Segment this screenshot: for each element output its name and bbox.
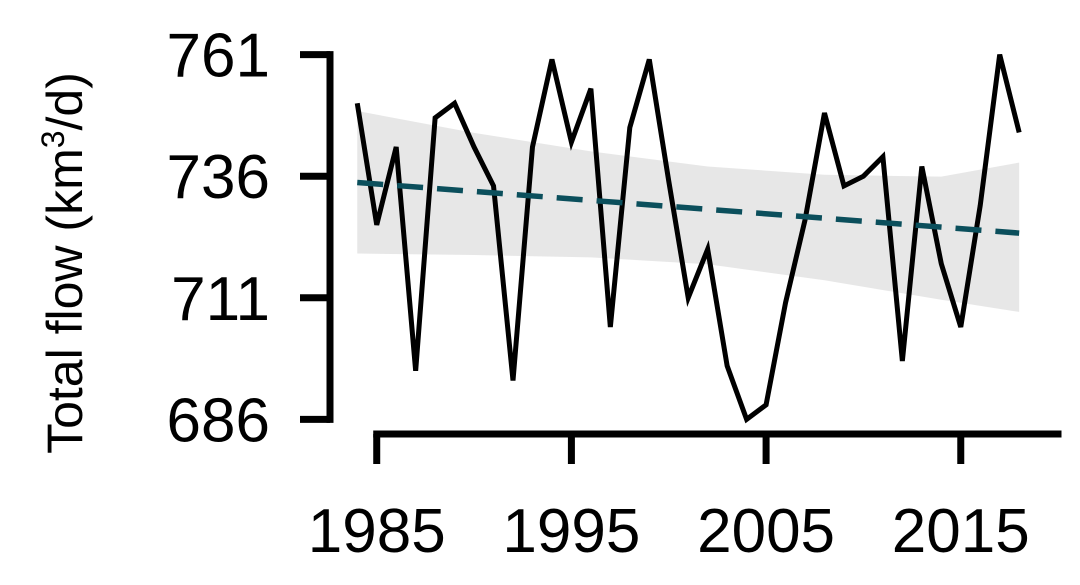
y-tick-label: 686 xyxy=(167,386,270,455)
labels-layer: 686 711 736 761 1985 1995 2005 2015 xyxy=(167,22,1030,566)
trend-line xyxy=(357,179,1020,236)
y-axis-title-superscript: 3 xyxy=(35,130,71,148)
axes-layer xyxy=(300,51,1062,464)
y-tick-label: 761 xyxy=(167,22,270,91)
confidence-band-layer xyxy=(357,111,1020,312)
x-tick-label: 1985 xyxy=(308,497,446,566)
series-layer xyxy=(354,53,1022,424)
y-axis-title: Total flow (km3/d) xyxy=(35,72,93,454)
y-tick-label: 711 xyxy=(171,265,270,334)
x-tick-label: 2005 xyxy=(697,497,835,566)
observed-series-line xyxy=(354,53,1022,424)
y-tick-label: 736 xyxy=(167,143,270,212)
confidence-band xyxy=(357,111,1020,312)
x-tick-label: 1995 xyxy=(502,497,640,566)
x-tick-label: 2015 xyxy=(892,497,1030,566)
